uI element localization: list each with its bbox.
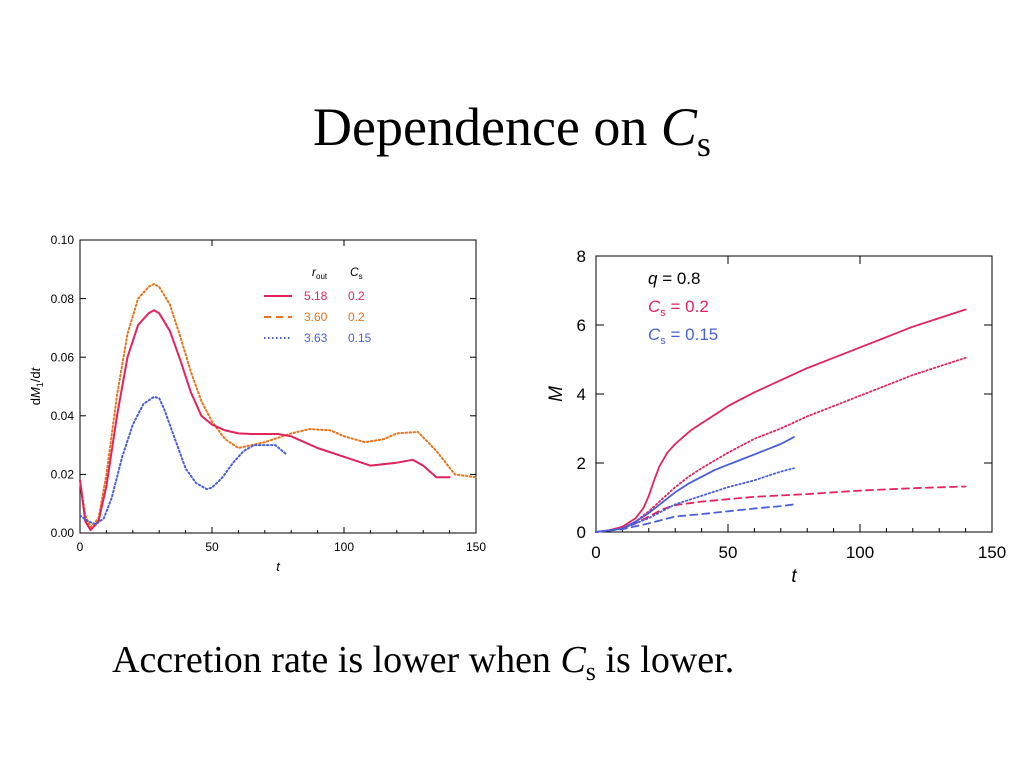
- title-text: Dependence on: [313, 97, 661, 157]
- chart1-y-tick-label: 0.02: [51, 468, 75, 482]
- chart2-series-line-4: [595, 436, 795, 533]
- chart2-series-line-5: [595, 467, 795, 533]
- chart1-legend-r-value-3: 3.63: [304, 331, 328, 345]
- chart2-x-axis-label: t: [791, 566, 797, 587]
- chart2-annotation-1: q = 0.8: [648, 269, 700, 288]
- chart2-series-line-2: [595, 356, 967, 533]
- chart2-x-tick-label: 50: [719, 543, 738, 562]
- chart1-y-axis-label: dM1/dt: [28, 366, 45, 405]
- slide-title: Dependence on Cs: [0, 96, 1024, 165]
- chart1-legend-c-value-3: 0.15: [348, 331, 372, 345]
- chart1-legend-header-r-var: r: [312, 265, 317, 279]
- title-sub: s: [696, 123, 711, 164]
- chart1-series-line-2: [79, 309, 451, 532]
- chart2-x-tick-label: 150: [978, 543, 1006, 562]
- slide-caption: Accretion rate is lower when Cs is lower…: [112, 638, 912, 687]
- chart2-y-tick-label: 2: [577, 454, 586, 473]
- chart2-annotation-sub-3: s: [660, 335, 666, 347]
- chart2-annotation-3: Cs = 0.15: [648, 325, 718, 347]
- chart1-legend-c-value-1: 0.2: [348, 289, 365, 303]
- title-var: C: [660, 97, 697, 157]
- chart1-plot-frame: [79, 239, 477, 534]
- chart2-y-axis-label: M: [546, 386, 567, 402]
- chart2-y-tick-label: 4: [577, 385, 586, 404]
- chart2-annotation-2: Cs = 0.2: [648, 297, 709, 319]
- chart1-legend-header-c-var: C: [350, 265, 359, 279]
- chart2-x-tick-label: 100: [846, 543, 874, 562]
- chart1-series-line-3: [79, 395, 287, 526]
- chart1-y-tick-label: 0.08: [51, 292, 75, 306]
- chart2-y-tick-label: 8: [577, 247, 586, 266]
- chart2-annotation-var-1: q: [648, 269, 658, 288]
- chart1-legend-r-value-1: 5.18: [304, 289, 328, 303]
- chart1-x-tick-label: 150: [466, 540, 486, 554]
- chart2-annotation-text-2: = 0.2: [666, 297, 709, 316]
- caption-var: C: [560, 639, 586, 681]
- chart1-legend-header-c-sub: s: [359, 272, 363, 281]
- chart1-series-line-1: [79, 283, 477, 529]
- chart1-y-label-sub: 1: [35, 382, 45, 387]
- chart1-y-label-post: /d: [28, 371, 43, 382]
- chart2-annotation-text-3: = 0.15: [666, 325, 718, 344]
- chart2-x-tick-label: 0: [591, 543, 600, 562]
- chart1-y-tick-label: 0.04: [51, 409, 75, 423]
- accretion-rate-chart: 0 50 100 1500.000.020.040.060.080.10tdM1/dt…: [28, 233, 486, 574]
- chart1-legend-header-c: Cs: [350, 265, 363, 281]
- chart1-y-label-var: M: [28, 387, 43, 398]
- chart2-series-line-6: [595, 503, 795, 533]
- chart1-legend-c-value-2: 0.2: [348, 310, 365, 324]
- chart1-x-tick-label: 100: [334, 540, 354, 554]
- caption-sub: s: [585, 656, 596, 686]
- chart2-series-line-1: [595, 308, 967, 533]
- chart2-annotation-var-3: C: [648, 325, 661, 344]
- chart2-annotation-sub-2: s: [660, 307, 666, 319]
- chart1-x-tick-label: 0: [77, 540, 84, 554]
- chart1-legend-header-r: rout: [312, 265, 328, 281]
- caption-post: is lower.: [595, 639, 735, 681]
- chart2-y-tick-label: 0: [577, 523, 586, 542]
- chart1-y-label-pre: d: [28, 398, 43, 405]
- chart1-x-axis-label: t: [276, 559, 281, 574]
- chart1-x-tick-label: 50: [205, 540, 219, 554]
- chart1-legend-header-r-sub: out: [316, 272, 328, 281]
- chart1-y-tick-label: 0.00: [51, 526, 75, 540]
- caption-pre: Accretion rate is lower when: [112, 639, 561, 681]
- chart2-y-tick-label: 6: [577, 316, 586, 335]
- chart1-y-tick-label: 0.10: [51, 233, 75, 247]
- chart2-annotation-text-1: = 0.8: [657, 269, 700, 288]
- chart1-y-label-var2: t: [28, 366, 43, 371]
- chart1-legend-r-value-2: 3.60: [304, 310, 328, 324]
- chart1-y-tick-label: 0.06: [51, 350, 75, 364]
- chart2-annotation-var-2: C: [648, 297, 661, 316]
